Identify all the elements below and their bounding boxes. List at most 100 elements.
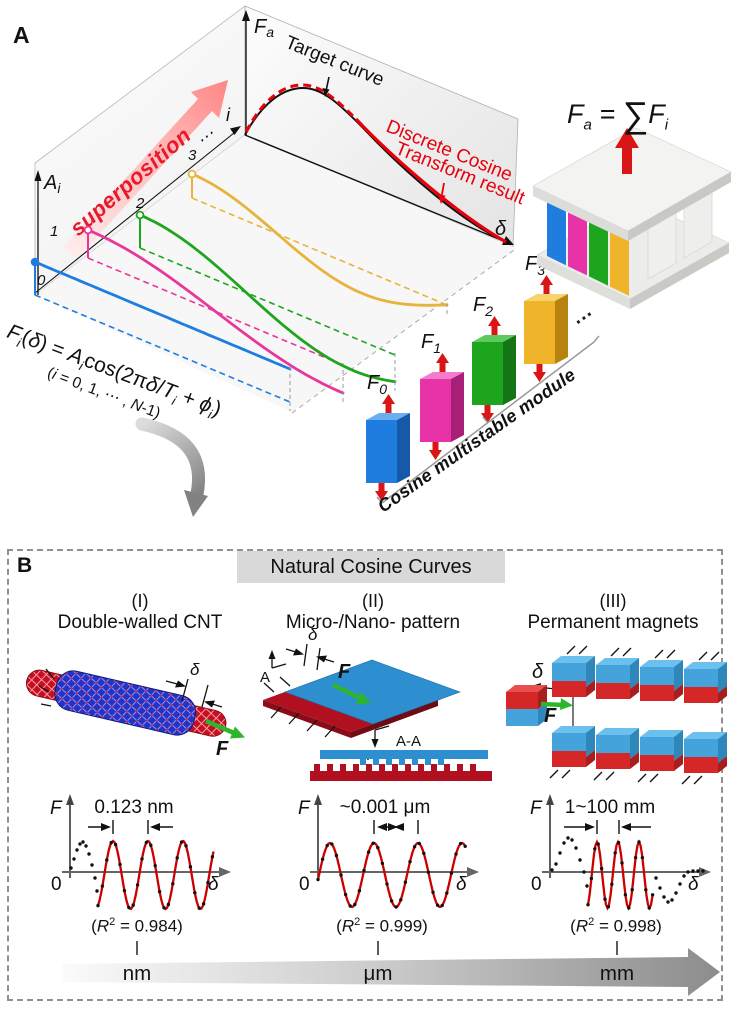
module-f0-top bbox=[366, 413, 410, 420]
plot-period-arrowhead bbox=[388, 823, 398, 831]
magnets-force-label: F bbox=[544, 705, 557, 727]
section-red-tooth bbox=[327, 764, 333, 771]
section-blue-tooth bbox=[360, 759, 366, 765]
module-f1-force-up-arrow bbox=[436, 353, 449, 372]
plot-3-data-dot bbox=[582, 870, 586, 874]
plot-1-data-dot bbox=[193, 890, 197, 895]
i-axis-tick-1: 1 bbox=[50, 223, 58, 240]
axes bbox=[34, 10, 514, 295]
i-axis-tick-0: 0 bbox=[37, 272, 46, 289]
pattern-red-plate-side bbox=[351, 700, 438, 738]
pattern-force-arrowhead bbox=[356, 692, 371, 705]
plot-2-data-dot bbox=[357, 889, 362, 893]
plot-1-data-dot bbox=[100, 884, 105, 888]
plot-3-data-dot bbox=[701, 869, 705, 873]
plot-2-data-dot bbox=[403, 880, 408, 884]
delta-axis bbox=[244, 134, 507, 243]
plot-1-data-dot bbox=[171, 882, 175, 886]
plot-1-data-dot bbox=[96, 903, 100, 908]
box-bar-green bbox=[589, 218, 608, 286]
magnet-free-blue bbox=[506, 709, 538, 726]
module-f2-side bbox=[503, 335, 516, 405]
scale-label-mm: mm bbox=[600, 962, 634, 985]
plot-1-data-dot bbox=[90, 863, 94, 867]
plot-period-label: ~0.001 μm bbox=[340, 797, 431, 818]
plot-3-data-dot bbox=[691, 869, 695, 873]
cnt-section-ticks bbox=[38, 668, 55, 707]
plot-1-data-dot bbox=[140, 857, 144, 861]
plot-3-data-dot bbox=[633, 855, 638, 860]
brace-end-right bbox=[593, 335, 600, 343]
column-3-header: (III) Permanent magnets bbox=[498, 590, 728, 634]
plot-3-data-dot bbox=[578, 858, 582, 862]
section-red-tooth bbox=[418, 764, 424, 771]
plot-1-data-dot bbox=[84, 844, 88, 848]
box-bottom-plate-front bbox=[537, 255, 630, 309]
plot-1-data-dot bbox=[184, 844, 188, 848]
pattern-section-view-label: A-A bbox=[396, 733, 421, 750]
panel-a-figure: superposition Fa Ai i ··· δ Target cu bbox=[30, 5, 732, 517]
plot-2-data-dot bbox=[348, 904, 352, 908]
plot-1-data-dot bbox=[188, 865, 193, 869]
cnt-illustration: δ F bbox=[25, 660, 245, 760]
dct-result-curve-dashed bbox=[244, 83, 358, 133]
module-f3-force-down-arrow bbox=[533, 364, 546, 382]
section-blue-tooth bbox=[373, 759, 379, 765]
plot-2-data-dot bbox=[316, 877, 320, 882]
swoosh-arrow bbox=[135, 417, 208, 517]
column-1-numeral: (I) bbox=[131, 591, 149, 611]
brace-mid-tick bbox=[482, 416, 489, 424]
section-red-tooth bbox=[392, 764, 398, 771]
i-axis-tick-3: 3 bbox=[188, 147, 197, 164]
swoosh-arrow-body bbox=[135, 417, 205, 501]
swoosh-arrow-head bbox=[184, 490, 208, 517]
pattern-red-plate-front bbox=[263, 700, 351, 738]
i-axis-arrowhead bbox=[230, 126, 241, 135]
plot-2-data-dot bbox=[343, 892, 348, 897]
modules-ellipsis: ··· bbox=[570, 304, 599, 333]
cnt-outer-tube bbox=[54, 670, 197, 736]
plot-3-data-dot bbox=[596, 842, 600, 846]
plot-3-data-dot bbox=[620, 861, 624, 865]
module-f2-label: F2 bbox=[473, 294, 493, 319]
section-red-tooth bbox=[444, 764, 450, 771]
plot-x-arrowhead bbox=[219, 867, 231, 877]
plot-3-data-dot bbox=[606, 905, 611, 909]
module-f3-force-up-arrow bbox=[540, 275, 553, 294]
box-bottom-plate-side bbox=[630, 243, 729, 309]
plot-2-data-dot bbox=[334, 853, 339, 858]
component-2-baseline bbox=[139, 247, 396, 356]
plot-1-data-dot bbox=[87, 852, 91, 856]
module-f1-label: F1 bbox=[421, 331, 441, 356]
pattern-section-a-top: A bbox=[260, 669, 270, 686]
dct-pointer bbox=[440, 182, 445, 198]
module-f0-label: F0 bbox=[367, 372, 387, 397]
plot-origin-label: 0 bbox=[531, 874, 542, 895]
plot-2-data-dot bbox=[394, 905, 398, 909]
scale-arrow-body bbox=[62, 948, 720, 996]
plot-2-data-dot bbox=[325, 843, 329, 848]
plot-3-data-dot bbox=[696, 869, 700, 873]
magnets-top-row bbox=[551, 645, 728, 704]
plot-1-data-dot bbox=[179, 840, 184, 844]
plot-3-data-dot bbox=[662, 895, 666, 899]
column-3-name: Permanent magnets bbox=[527, 612, 699, 633]
plot-2-data-dot bbox=[366, 850, 371, 854]
section-blue-tooth bbox=[438, 759, 444, 765]
plot-2-data-dot bbox=[412, 844, 417, 849]
plot-3-data-dot bbox=[637, 840, 641, 844]
plot-3-data-dot bbox=[593, 847, 597, 851]
plot-2-data-dot bbox=[380, 861, 385, 866]
section-blue-tooth bbox=[386, 759, 392, 765]
plot-1-data-dot bbox=[131, 903, 135, 907]
multistable-modules: F0 F1 F2 F3 bbox=[366, 253, 568, 501]
plot-2-data-dot bbox=[454, 852, 458, 856]
module-f2-front bbox=[472, 342, 503, 405]
dct-result-curve-solid bbox=[354, 117, 507, 244]
plot-3-data-dot bbox=[566, 836, 570, 840]
cnt-force-label: F bbox=[216, 738, 229, 760]
box-bar-magenta bbox=[568, 208, 587, 276]
plot-3-data-dot bbox=[670, 898, 674, 902]
plot-period-arrowhead bbox=[394, 823, 404, 831]
plot-y-arrowhead bbox=[546, 794, 554, 805]
